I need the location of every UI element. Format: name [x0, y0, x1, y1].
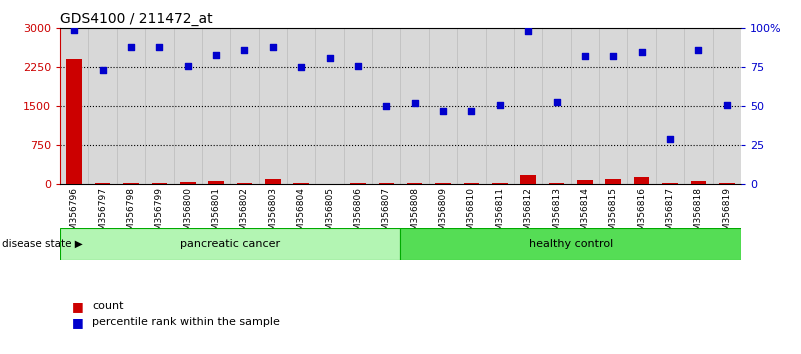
Bar — [117, 28, 145, 184]
Point — [380, 103, 392, 109]
Text: ■: ■ — [72, 300, 84, 313]
Bar — [514, 28, 542, 184]
Bar — [690, 182, 706, 184]
Bar — [287, 28, 316, 184]
Bar — [259, 28, 287, 184]
Bar — [407, 183, 422, 184]
Bar — [151, 183, 167, 184]
Point — [96, 68, 109, 73]
Bar — [60, 228, 400, 260]
Bar — [236, 183, 252, 184]
Point — [607, 53, 620, 59]
Bar — [202, 28, 231, 184]
Point — [238, 47, 251, 53]
Bar — [492, 183, 508, 184]
Bar — [265, 179, 280, 184]
Bar — [656, 28, 684, 184]
Point — [550, 99, 563, 104]
Bar — [88, 28, 117, 184]
Point — [323, 55, 336, 61]
Bar — [350, 183, 366, 184]
Bar — [180, 182, 195, 184]
Bar — [713, 28, 741, 184]
Bar — [208, 182, 224, 184]
Point — [578, 53, 591, 59]
Bar — [542, 28, 570, 184]
Point — [210, 52, 223, 58]
Bar — [627, 28, 656, 184]
Text: disease state ▶: disease state ▶ — [2, 239, 83, 249]
Bar — [457, 28, 485, 184]
Bar — [521, 175, 536, 184]
Bar — [231, 28, 259, 184]
Bar — [95, 183, 111, 184]
Point — [181, 63, 194, 69]
Bar — [60, 28, 88, 184]
Point — [153, 44, 166, 50]
Bar — [316, 28, 344, 184]
Point — [68, 27, 81, 33]
Point — [692, 47, 705, 53]
Bar — [372, 28, 400, 184]
Text: percentile rank within the sample: percentile rank within the sample — [92, 317, 280, 327]
Point — [521, 29, 534, 34]
Bar — [599, 28, 627, 184]
Text: count: count — [92, 301, 123, 311]
Point — [125, 44, 138, 50]
Bar — [435, 183, 451, 184]
Bar — [464, 183, 479, 184]
Bar — [379, 183, 394, 184]
Point — [635, 49, 648, 55]
Text: healthy control: healthy control — [529, 239, 613, 249]
Bar — [400, 228, 741, 260]
Bar — [174, 28, 202, 184]
Bar — [429, 28, 457, 184]
Bar — [123, 183, 139, 184]
Bar — [485, 28, 514, 184]
Bar — [549, 183, 565, 184]
Bar — [570, 28, 599, 184]
Bar — [662, 183, 678, 184]
Point — [720, 102, 733, 108]
Point — [437, 108, 449, 114]
Bar — [684, 28, 713, 184]
Text: pancreatic cancer: pancreatic cancer — [180, 239, 280, 249]
Point — [267, 44, 280, 50]
Bar — [293, 183, 309, 184]
Bar — [606, 179, 621, 184]
Point — [465, 108, 478, 114]
Bar — [400, 28, 429, 184]
Point — [409, 100, 421, 106]
Text: ■: ■ — [72, 316, 84, 329]
Bar — [145, 28, 174, 184]
Text: GDS4100 / 211472_at: GDS4100 / 211472_at — [60, 12, 213, 26]
Bar — [577, 180, 593, 184]
Bar — [719, 183, 735, 184]
Bar — [344, 28, 372, 184]
Point — [352, 63, 364, 69]
Point — [295, 64, 308, 70]
Point — [663, 136, 676, 142]
Bar — [66, 59, 82, 184]
Point — [493, 102, 506, 108]
Bar — [634, 177, 650, 184]
